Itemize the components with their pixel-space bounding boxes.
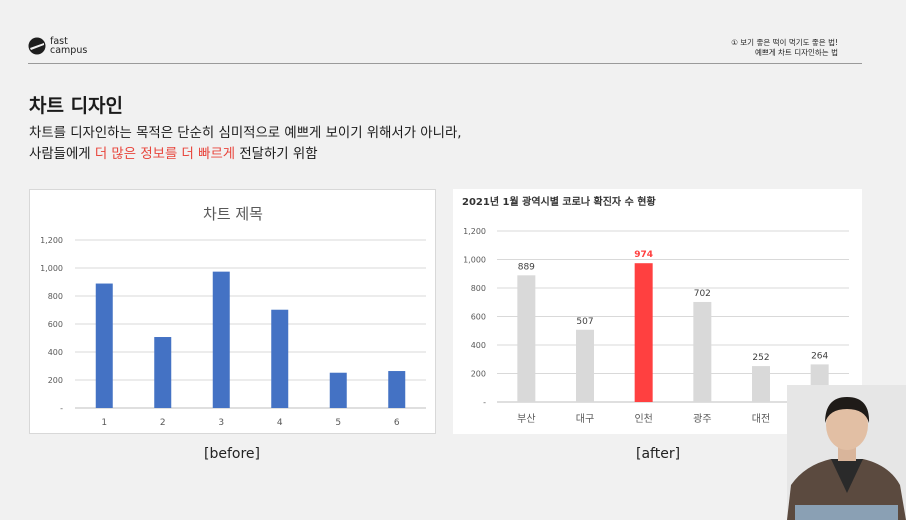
- slide-title: 차트 디자인: [29, 95, 124, 117]
- description-highlight: 더 많은 정보를 더 빠르게: [94, 147, 236, 162]
- bar: [271, 309, 289, 408]
- y-tick-label: -: [60, 404, 63, 413]
- description-line1: 차트를 디자인하는 목적은 단순히 심미적으로 예쁘게 보이기 위해서가 아니라…: [29, 126, 462, 141]
- description-line2: 사람들에게 더 많은 정보를 더 빠르게 전달하기 위함: [29, 144, 462, 165]
- presenter-image: [787, 385, 906, 520]
- lecture-subtitle-line2: 예쁘게 차트 디자인하는 법: [754, 48, 838, 57]
- chart-title: 2021년 1월 광역시별 코로나 확진자 수 현황: [462, 195, 656, 208]
- bar: [517, 275, 536, 402]
- y-tick-label: 600: [471, 313, 486, 322]
- bar: [329, 372, 347, 408]
- lecture-subtitle: ① 보기 좋은 떡이 먹기도 좋은 법! 예쁘게 차트 디자인하는 법: [731, 38, 838, 58]
- x-category-label: 인천: [634, 413, 652, 425]
- chart-title: 차트 제목: [203, 205, 263, 223]
- y-tick-label: 200: [48, 376, 63, 385]
- y-tick-label: 400: [471, 341, 486, 350]
- y-tick-label: 1,200: [40, 236, 63, 245]
- bar: [576, 329, 594, 402]
- description-line2-pre: 사람들에게: [29, 147, 95, 162]
- x-category-label: 5: [335, 418, 341, 428]
- description-line2-post: 전달하기 위함: [235, 147, 318, 162]
- data-label: 889: [518, 262, 535, 272]
- bar: [154, 337, 172, 408]
- y-tick-label: 600: [48, 320, 63, 329]
- header-divider: [28, 63, 862, 64]
- fastcampus-logo: fast campus: [28, 37, 87, 55]
- data-label: 252: [752, 353, 769, 363]
- data-label: 507: [576, 317, 593, 327]
- y-tick-label: 1,000: [463, 256, 486, 265]
- x-category-label: 대구: [576, 413, 594, 425]
- x-category-label: 1: [101, 418, 107, 428]
- bar: [212, 271, 230, 408]
- x-category-label: 부산: [517, 413, 535, 425]
- fastcampus-logo-icon: [28, 37, 46, 55]
- lecture-subtitle-line1: ① 보기 좋은 떡이 먹기도 좋은 법!: [731, 38, 838, 47]
- bar: [693, 301, 712, 402]
- x-category-label: 4: [277, 418, 283, 428]
- x-category-label: 3: [218, 418, 224, 428]
- bar: [388, 371, 406, 408]
- x-category-label: 대전: [752, 413, 770, 425]
- logo-text-line1: fast: [50, 36, 68, 47]
- presenter-video: [787, 385, 906, 520]
- logo-text-line2: campus: [50, 45, 88, 56]
- bar: [752, 366, 770, 402]
- y-tick-label: 200: [471, 370, 486, 379]
- before-caption: [before]: [204, 446, 260, 462]
- data-label: 264: [811, 351, 828, 361]
- x-category-label: 광주: [693, 413, 711, 425]
- data-label: 702: [694, 289, 711, 299]
- y-tick-label: 800: [471, 284, 486, 293]
- y-tick-label: -: [483, 398, 486, 407]
- y-tick-label: 1,200: [463, 227, 486, 236]
- before-chart: 차트 제목 - 200 400 600 800 1,000 1,200 1 2 3 4 5 6: [40, 205, 426, 428]
- bar: [95, 283, 113, 408]
- bar: [634, 263, 653, 402]
- data-label: 974: [634, 250, 653, 260]
- x-category-label: 6: [394, 418, 400, 428]
- after-caption: [after]: [636, 446, 681, 462]
- slide-description: 차트를 디자인하는 목적은 단순히 심미적으로 예쁘게 보이기 위해서가 아니라…: [29, 123, 462, 165]
- y-tick-label: 1,000: [40, 264, 63, 273]
- y-tick-label: 400: [48, 348, 63, 357]
- x-category-label: 2: [160, 418, 166, 428]
- y-tick-label: 800: [48, 292, 63, 301]
- before-chart-panel: 차트 제목 - 200 400 600 800 1,000 1,200 1 2 3 4 5 6: [29, 189, 436, 434]
